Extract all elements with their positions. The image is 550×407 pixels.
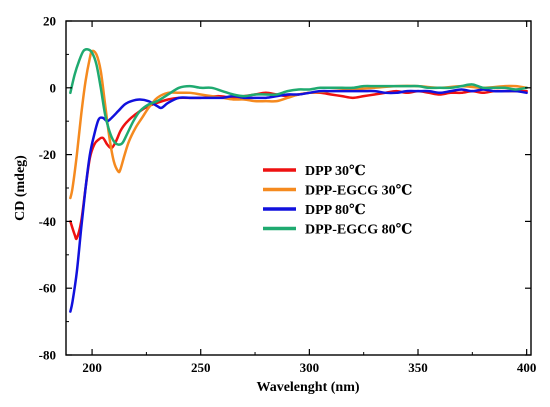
plot-border bbox=[65, 20, 532, 356]
x-axis: 200 250 300 350 400 bbox=[82, 21, 536, 375]
y-tick-label: -60 bbox=[39, 281, 56, 296]
series-line-dpp-egcg-80 bbox=[69, 48, 528, 146]
legend-label: DPP-EGCG 80℃ bbox=[305, 223, 413, 238]
legend-label: DPP 30℃ bbox=[305, 164, 366, 179]
x-tick-label: 200 bbox=[82, 360, 102, 375]
y-tick-label: 0 bbox=[50, 80, 57, 95]
legend-label: DPP-EGCG 30℃ bbox=[305, 184, 413, 199]
y-tick-label: -20 bbox=[39, 147, 56, 162]
y-axis-label: CD (mdeg) bbox=[13, 155, 28, 221]
y-tick-label: 20 bbox=[43, 14, 56, 29]
legend-item-dpp-egcg-80: DPP-EGCG 80℃ bbox=[263, 223, 413, 238]
plot-frame bbox=[65, 20, 532, 356]
x-tick-label: 350 bbox=[408, 360, 428, 375]
series-line-dpp-egcg-30 bbox=[69, 49, 528, 200]
x-tick-label: 250 bbox=[191, 360, 211, 375]
y-axis: 20 0 -20 -40 -60 -80 bbox=[39, 14, 531, 363]
y-tick-label: -40 bbox=[39, 214, 56, 229]
legend-item-dpp-80: DPP 80℃ bbox=[263, 203, 366, 218]
y-tick-label: -80 bbox=[39, 348, 56, 363]
series-layer bbox=[69, 48, 528, 313]
x-axis-label: Wavelenght (nm) bbox=[256, 380, 359, 395]
legend: DPP 30℃ DPP-EGCG 30℃ DPP 80℃ DPP-EGCG 80℃ bbox=[263, 164, 413, 238]
legend-item-dpp-30: DPP 30℃ bbox=[263, 164, 366, 179]
legend-label: DPP 80℃ bbox=[305, 203, 366, 218]
x-tick-label: 300 bbox=[300, 360, 320, 375]
legend-item-dpp-egcg-30: DPP-EGCG 30℃ bbox=[263, 184, 413, 199]
x-tick-label: 400 bbox=[517, 360, 537, 375]
